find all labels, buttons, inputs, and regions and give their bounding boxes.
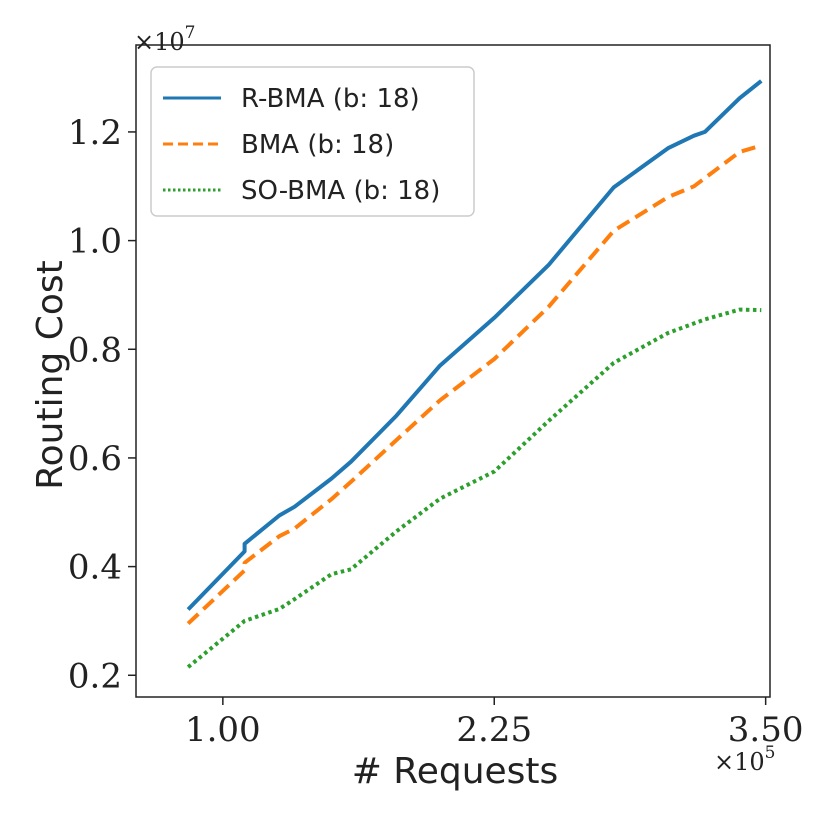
y-tick-label: 0.2	[68, 656, 122, 696]
x-tick-label: 3.50	[728, 710, 804, 750]
x-axis: 1.00 2.25 3.50	[185, 697, 804, 750]
y-tick-label: 0.6	[68, 439, 122, 479]
legend-box	[150, 66, 475, 217]
x-axis-multiplier: ×105	[714, 743, 775, 776]
plot-frame	[135, 44, 771, 698]
y-tick-label: 0.4	[68, 548, 122, 588]
series-line-2	[186, 143, 762, 626]
legend-label-3: SO-BMA (b: 18)	[241, 176, 440, 206]
x-axis-label: # Requests	[352, 751, 559, 792]
y-axis-label: Routing Cost	[30, 260, 71, 490]
legend-label-2: BMA (b: 18)	[241, 130, 394, 160]
y-axis: 0.2 0.4 0.6 0.8 1.0 1.2	[68, 113, 136, 696]
plot-area	[135, 44, 771, 698]
legend: R-BMA (b: 18) BMA (b: 18) SO-BMA (b: 18)	[150, 66, 475, 217]
y-tick-label: 0.8	[68, 330, 122, 370]
series-line-3	[186, 307, 762, 669]
y-axis-multiplier: ×107	[134, 23, 195, 56]
x-tick-label: 2.25	[456, 710, 532, 750]
series-group	[186, 79, 763, 669]
y-tick-label: 1.2	[68, 113, 122, 153]
x-tick-label: 1.00	[185, 710, 261, 750]
legend-label-1: R-BMA (b: 18)	[241, 84, 420, 114]
y-tick-label: 1.0	[68, 222, 122, 262]
series-line-1	[186, 79, 763, 611]
